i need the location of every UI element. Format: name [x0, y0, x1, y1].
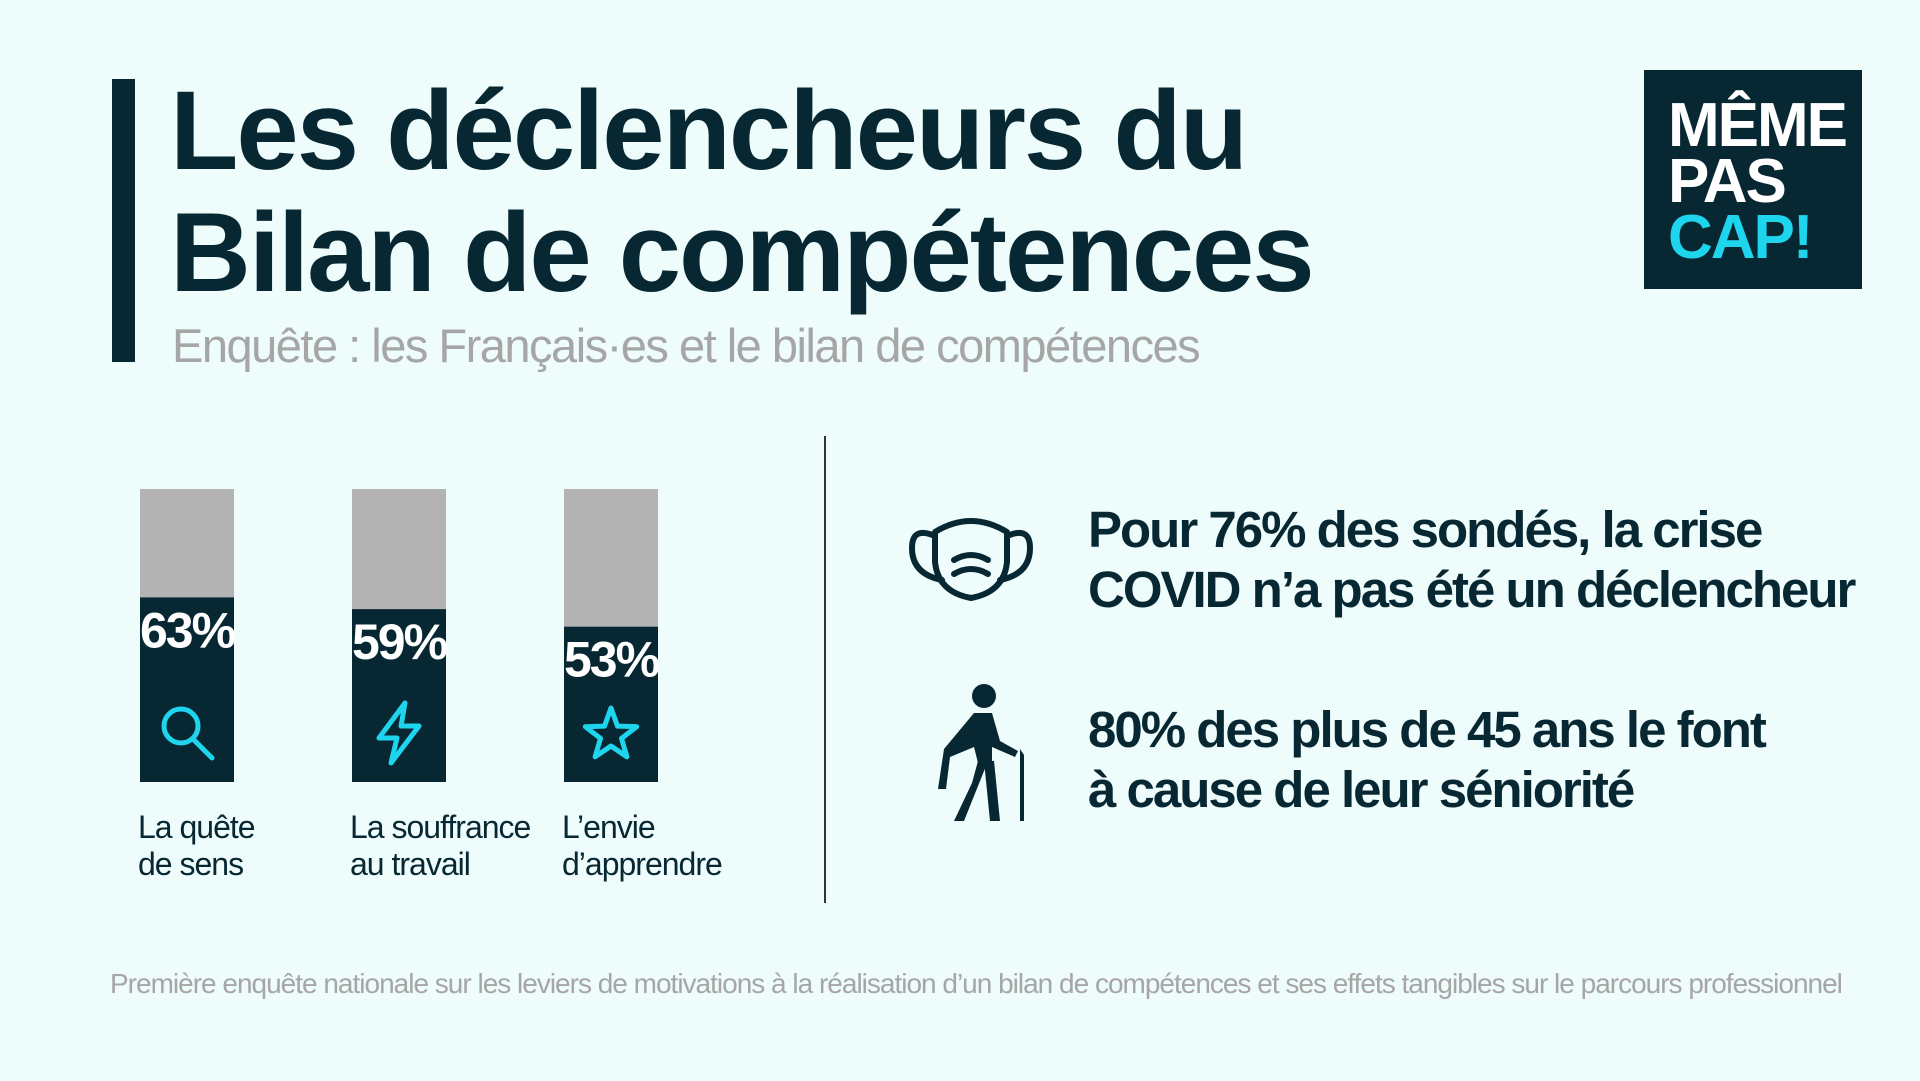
stat-covid-line-1: Pour 76% des sondés, la crise [1088, 501, 1763, 558]
search-icon [161, 706, 215, 761]
section-divider [824, 436, 826, 903]
title-line-2: Bilan de compétences [170, 190, 1315, 315]
bar-value-label: 59% [352, 614, 448, 670]
stat-seniority-line-1: 80% des plus de 45 ans le font [1088, 701, 1767, 758]
category-label: La quête [138, 809, 255, 845]
bar [140, 597, 234, 782]
subtitle: Enquête : les Français·es et le bilan de… [172, 319, 1201, 372]
logo-line-1: MÊME [1668, 91, 1848, 160]
title-line-1: Les déclencheurs du [170, 68, 1248, 193]
stat-covid-line-2: COVID n’a pas été un déclencheur [1088, 561, 1856, 618]
logo-line-2: PAS [1668, 147, 1787, 216]
bar [564, 626, 658, 782]
category-label: La souffrance [350, 809, 531, 845]
star-icon [582, 705, 640, 760]
lightning-icon [376, 700, 422, 766]
bar-value-label: 63% [140, 602, 236, 658]
category-label: L’envie [562, 809, 655, 845]
stat-seniority-line-2: à cause de leur séniorité [1088, 761, 1635, 818]
footnote: Première enquête nationale sur les levie… [110, 968, 1843, 999]
stat-covid: Pour 76% des sondés, la crise COVID n’a … [1088, 500, 1856, 620]
elderly-walking-cane-icon [938, 684, 1024, 821]
category-label: de sens [138, 846, 243, 882]
page-title: Les déclencheurs du Bilan de compétences [170, 68, 1315, 315]
title-accent-bar [112, 79, 135, 362]
bar-value-label: 53% [564, 632, 660, 688]
category-label: au travail [350, 846, 470, 882]
stat-seniority: 80% des plus de 45 ans le font à cause d… [1088, 700, 1767, 820]
face-mask-icon [909, 518, 1033, 601]
logo-line-3: CAP! [1668, 203, 1814, 272]
category-label: d’apprendre [562, 846, 722, 882]
brand-logo: MÊME PAS CAP! [1644, 70, 1862, 289]
